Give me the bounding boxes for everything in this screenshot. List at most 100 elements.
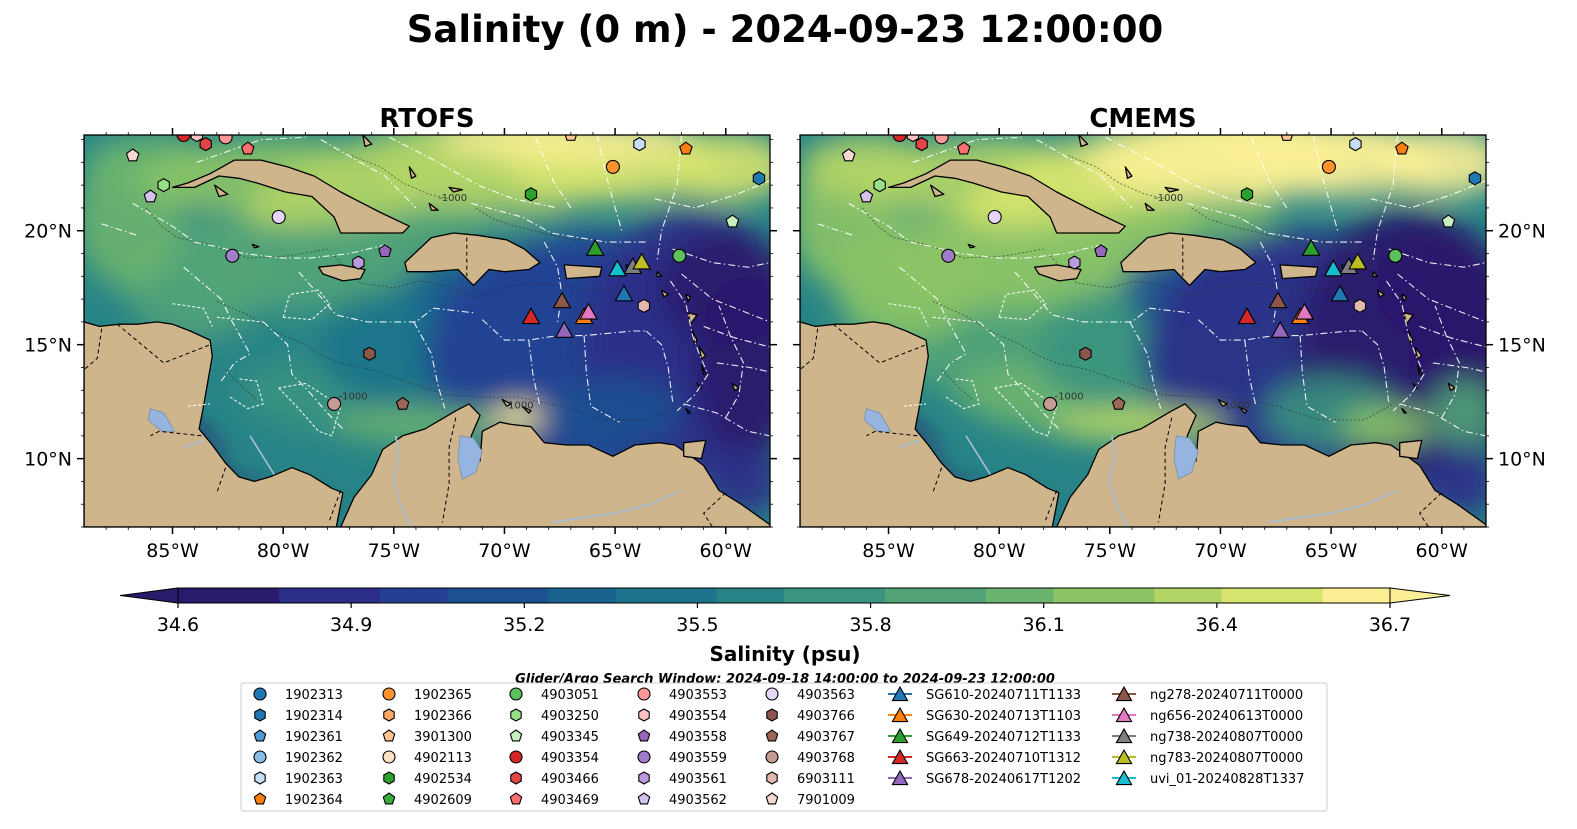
legend-glider-marker — [1115, 685, 1133, 702]
contour-label: -1000 — [1154, 193, 1183, 204]
argo-float-marker — [1280, 135, 1293, 141]
argo-float-marker — [143, 189, 158, 203]
legend-argo-marker — [382, 729, 396, 742]
legend-label: 4903559 — [669, 751, 727, 766]
legend-argo-marker — [637, 792, 651, 805]
legend-item-glider: uvi_01-20240828T1337 — [1112, 769, 1304, 787]
legend: 1902313 1902314 1902361 1902362 1902363 19023… — [240, 682, 1328, 812]
argo-float-marker — [1388, 248, 1403, 263]
colorbar-tick-label: 35.8 — [849, 614, 891, 636]
lat-tick-label: 15°N — [24, 335, 72, 357]
lon-tick-label: 85°W — [862, 540, 915, 562]
eez-boundaries — [101, 135, 770, 437]
glider-marker — [1348, 252, 1368, 270]
argo-float-marker — [679, 141, 693, 155]
legend-argo-marker — [383, 771, 395, 785]
argo-float-marker — [1468, 171, 1482, 186]
lon-tick-label: 70°W — [1194, 540, 1247, 562]
legend-label: 4903558 — [669, 730, 727, 745]
lon-tick-label: 60°W — [700, 540, 753, 562]
lon-tick-label: 70°W — [478, 540, 531, 562]
legend-item-glider: SG649-20240712T1133 — [888, 727, 1081, 745]
colorbar-bin — [211, 588, 246, 603]
country-borders — [84, 237, 727, 527]
legend-label: 4903354 — [541, 751, 599, 766]
legend-label: 4903766 — [797, 709, 855, 724]
legend-item-argo: 1902314 — [254, 708, 343, 724]
legend-label: 4902534 — [414, 772, 472, 787]
argo-float-marker — [378, 244, 392, 258]
argo-float-marker — [1441, 214, 1456, 228]
legend-argo-marker — [766, 708, 778, 722]
argo-float-marker — [176, 135, 191, 143]
colorbar-bin — [1188, 588, 1223, 603]
legend-label: SG678-20240617T1202 — [926, 772, 1081, 787]
colorbar-tick-label: 34.9 — [330, 614, 372, 636]
legend-item-argo: 4903559 — [637, 750, 727, 766]
legend-label: 4903250 — [541, 709, 599, 724]
lon-tick-label: 75°W — [368, 540, 421, 562]
colorbar-bin — [582, 588, 617, 603]
legend-argo-marker — [253, 792, 267, 805]
legend-label: 4903561 — [669, 772, 727, 787]
legend-item-argo: 4902609 — [382, 792, 472, 808]
colorbar-bin — [1255, 588, 1290, 603]
legend-item-glider: SG610-20240711T1133 — [888, 685, 1081, 703]
argo-float-marker — [1079, 346, 1092, 361]
legend-item-glider: SG663-20240710T1312 — [888, 748, 1081, 766]
legend-label: uvi_01-20240828T1337 — [1150, 772, 1304, 787]
colorbar-bin — [1019, 588, 1054, 603]
legend-label: SG630-20240713T1103 — [926, 709, 1081, 724]
country-borders — [800, 237, 1443, 527]
legend-label: SG663-20240710T1312 — [926, 751, 1081, 766]
argo-float-marker — [1111, 396, 1126, 410]
legend-item-argo: 4902534 — [383, 771, 472, 787]
argo-float-marker — [225, 248, 240, 263]
glider-marker — [1268, 291, 1288, 309]
lon-tick-label: 80°W — [973, 540, 1026, 562]
glider-marker — [1330, 284, 1350, 302]
argo-float-marker — [633, 136, 646, 152]
lakes-rivers — [147, 407, 682, 527]
colorbar-bin — [312, 588, 347, 603]
legend-argo-marker — [382, 750, 396, 764]
colorbar-bin — [279, 588, 314, 603]
legend-argo-marker — [253, 729, 267, 742]
lakes-rivers — [863, 407, 1398, 527]
legend-glider-marker — [1115, 748, 1133, 765]
colorbar-bin — [1221, 588, 1256, 603]
legend-label: 4903768 — [797, 751, 855, 766]
colorbar-extend-high — [1389, 587, 1451, 604]
colorbar-bin — [817, 588, 852, 603]
legend-argo-marker — [383, 708, 395, 722]
argo-float-marker — [1043, 396, 1058, 411]
argo-float-marker — [524, 187, 538, 202]
glider-marker — [607, 259, 627, 277]
glider-marker — [1295, 302, 1315, 320]
colorbar-bin — [615, 588, 650, 603]
legend-argo-marker — [510, 771, 522, 785]
argo-floats — [125, 135, 766, 411]
legend-item-argo: 4903345 — [509, 729, 599, 745]
argo-float-marker — [395, 396, 410, 410]
legend-argo-marker — [765, 750, 779, 764]
isobath-lines — [861, 155, 1453, 421]
colorbar-bin — [1289, 588, 1324, 603]
argo-float-marker — [1395, 141, 1409, 155]
legend-argo-marker — [509, 792, 523, 805]
legend-item-argo: 7901009 — [765, 792, 855, 808]
legend-item-argo: 4903563 — [765, 687, 855, 703]
legend-label: 4903767 — [797, 730, 855, 745]
argo-float-marker — [841, 148, 856, 162]
colorbar-bin — [885, 588, 920, 603]
panel-title: CMEMS — [1089, 104, 1196, 134]
lat-tick-label: 10°N — [24, 449, 72, 471]
legend-argo-marker — [637, 750, 651, 764]
legend-argo-marker — [637, 687, 651, 701]
argo-float-marker — [218, 135, 233, 145]
argo-float-marker — [1240, 187, 1254, 202]
glider-marker — [614, 284, 634, 302]
legend-item-argo: 1902361 — [253, 729, 343, 745]
axis-ticks: 85°W 80°W 75°W 70°W 65°W 60°W 20°N 15°N 10°N — [793, 128, 1546, 562]
axis-ticks: 85°W 80°W 75°W 70°W 65°W 60°W 20°N 15°N 10°N — [24, 128, 777, 562]
